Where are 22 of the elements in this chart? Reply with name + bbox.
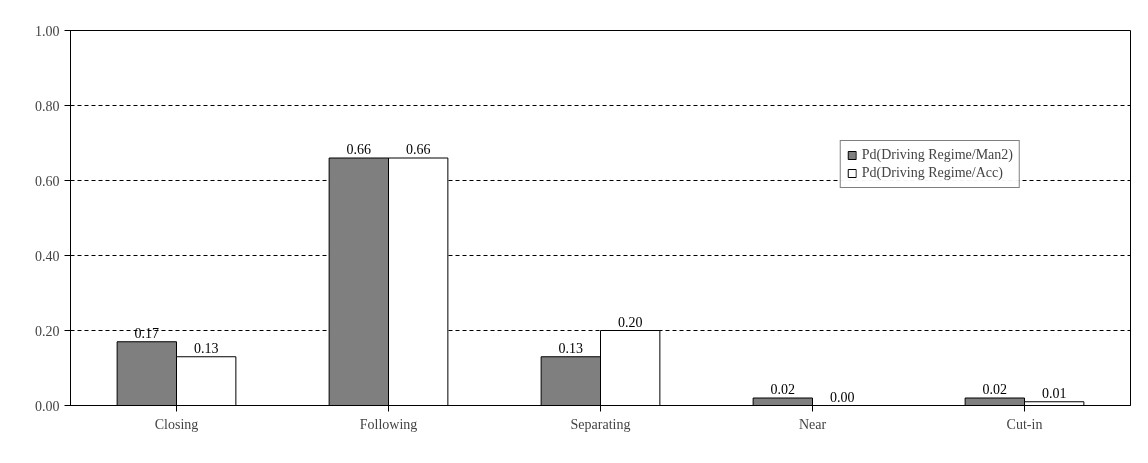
legend-label: Pd(Driving Regime/Man2) bbox=[861, 147, 1013, 163]
y-tick-label: 1.00 bbox=[35, 23, 60, 39]
data-label: 0.02 bbox=[770, 382, 796, 397]
x-tick-label: Following bbox=[359, 416, 418, 432]
data-label: 0.13 bbox=[193, 340, 219, 356]
legend-label: Pd(Driving Regime/Acc) bbox=[861, 165, 1003, 181]
data-label: 0.66 bbox=[346, 142, 372, 157]
y-tick-label: 0.60 bbox=[35, 173, 60, 189]
data-label: 0.01 bbox=[1041, 385, 1067, 401]
x-tick-label: Near bbox=[798, 416, 827, 432]
y-tick-label: 0.00 bbox=[35, 398, 60, 414]
y-tick-label: 0.80 bbox=[35, 98, 60, 114]
data-label: 0.20 bbox=[617, 314, 643, 330]
y-tick-label: 0.40 bbox=[35, 248, 60, 264]
data-label: 0.13 bbox=[558, 340, 584, 356]
y-tick-label: 0.20 bbox=[35, 323, 60, 339]
x-tick-label: Closing bbox=[154, 416, 199, 432]
x-tick-label: Cut-in bbox=[1006, 416, 1043, 432]
data-label: 0.66 bbox=[405, 142, 431, 157]
data-label: 0.02 bbox=[982, 382, 1008, 397]
data-label: 0.00 bbox=[829, 389, 855, 405]
x-tick-label: Separating bbox=[570, 416, 631, 432]
